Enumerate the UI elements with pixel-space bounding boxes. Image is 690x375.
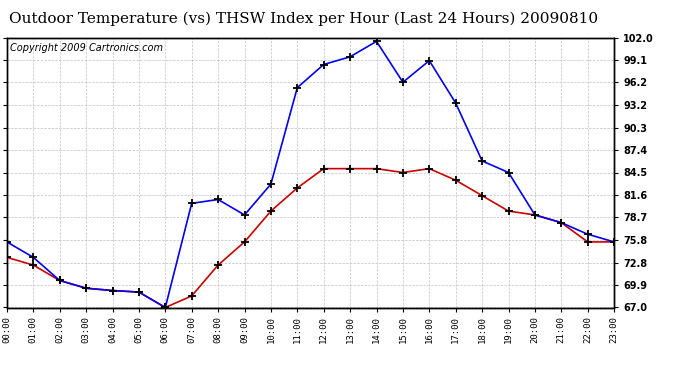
Text: Outdoor Temperature (vs) THSW Index per Hour (Last 24 Hours) 20090810: Outdoor Temperature (vs) THSW Index per … [9, 11, 598, 26]
Text: Copyright 2009 Cartronics.com: Copyright 2009 Cartronics.com [10, 43, 163, 53]
